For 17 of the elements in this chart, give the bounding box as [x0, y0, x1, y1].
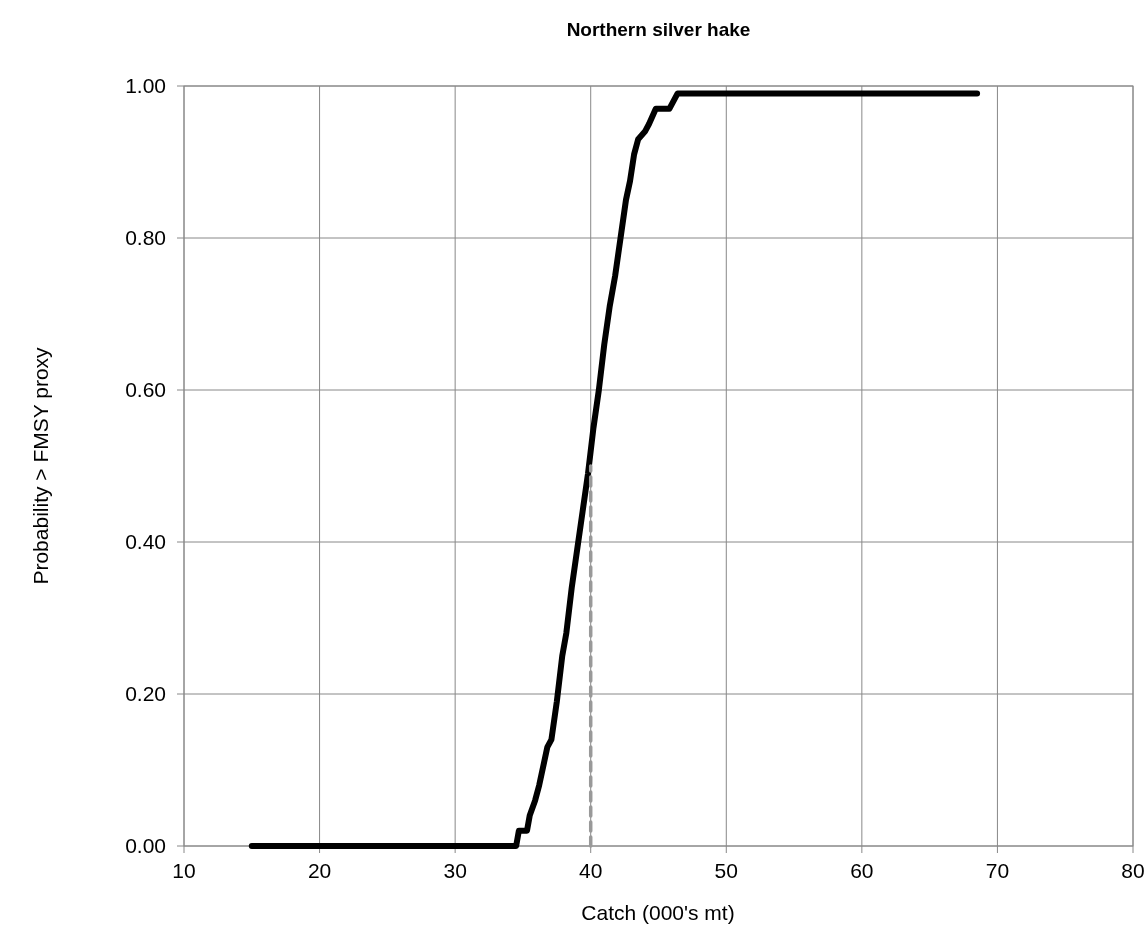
y-tick-label: 0.00 — [125, 834, 166, 857]
x-axis-title: Catch (000's mt) — [581, 901, 735, 924]
y-tick-label: 0.40 — [125, 530, 166, 553]
y-tick-label: 0.60 — [125, 378, 166, 401]
x-tick-label: 40 — [579, 859, 603, 882]
y-axis-title: Probability > FMSY proxy — [29, 346, 52, 585]
y-tick-label: 1.00 — [125, 74, 166, 97]
x-tick-label: 60 — [850, 859, 874, 882]
x-tick-label: 10 — [172, 859, 196, 882]
x-tick-label: 20 — [307, 859, 332, 882]
chart-title: Northern silver hake — [566, 19, 751, 40]
y-tick-label: 0.80 — [125, 226, 166, 249]
y-tick-label: 0.20 — [125, 682, 166, 705]
x-tick-label: 30 — [443, 859, 467, 882]
x-tick-label: 70 — [985, 859, 1010, 882]
x-tick-label: 50 — [714, 859, 738, 882]
x-tick-label: 80 — [1121, 859, 1145, 882]
